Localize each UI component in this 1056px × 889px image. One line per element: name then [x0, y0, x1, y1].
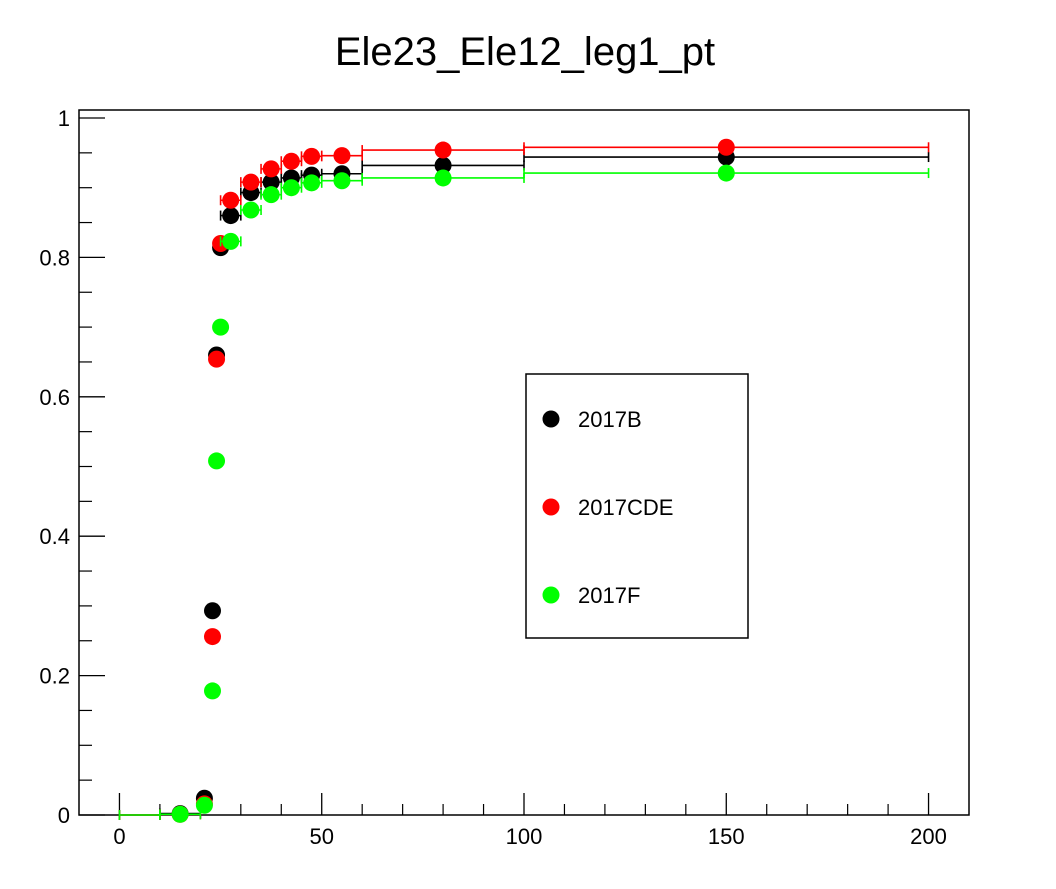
y-tick-label: 1 [58, 106, 70, 131]
x-axis: 0 50 100 150 200 [113, 793, 947, 849]
data-point [212, 318, 230, 336]
data-point [222, 191, 240, 209]
data-point [242, 173, 260, 191]
x-tick-label: 50 [309, 824, 333, 849]
data-point [242, 201, 260, 219]
legend: 2017B 2017CDE 2017F [525, 373, 749, 639]
data-point [303, 147, 321, 165]
data-point [282, 179, 300, 197]
y-axis: 0 0.2 0.4 0.6 0.8 1 [39, 106, 105, 828]
data-point [717, 164, 735, 182]
series-2017B [118, 148, 930, 823]
data-point [262, 186, 280, 204]
chart-title: Ele23_Ele12_leg1_pt [335, 30, 715, 74]
legend-item-2017B: 2017B [542, 407, 642, 432]
y-tick-label: 0.2 [39, 664, 70, 689]
data-point [204, 682, 221, 700]
x-tick-label: 200 [910, 824, 947, 849]
data-point [262, 160, 280, 178]
data-point [195, 796, 213, 814]
legend-label: 2017CDE [578, 495, 673, 520]
x-tick-label: 0 [113, 824, 125, 849]
legend-item-2017CDE: 2017CDE [542, 495, 673, 520]
y-tick-label: 0.4 [39, 524, 70, 549]
data-point [434, 141, 452, 159]
data-point [434, 169, 452, 187]
data-point [208, 452, 226, 470]
legend-label: 2017B [578, 407, 642, 432]
data-point [204, 602, 221, 620]
data-point [204, 628, 221, 646]
x-tick-label: 150 [708, 824, 745, 849]
legend-items: 2017B 2017CDE 2017F [542, 407, 673, 608]
legend-box [525, 373, 749, 639]
data-point [222, 232, 240, 250]
series-2017F [118, 164, 930, 823]
y-tick-label: 0.8 [39, 245, 70, 270]
legend-marker [542, 410, 560, 428]
series-layer [118, 138, 930, 823]
data-point [262, 173, 280, 191]
data-point [333, 147, 351, 165]
data-point [303, 174, 321, 192]
data-point [208, 350, 226, 368]
data-point [333, 172, 351, 190]
data-point [434, 156, 452, 174]
legend-item-2017F: 2017F [542, 583, 640, 608]
x-tick-label: 100 [506, 824, 543, 849]
y-tick-label: 0.6 [39, 385, 70, 410]
data-point [282, 152, 300, 170]
legend-label: 2017F [578, 583, 640, 608]
legend-marker [542, 586, 560, 604]
y-tick-label: 0 [58, 803, 70, 828]
data-point [717, 138, 735, 156]
legend-marker [542, 498, 560, 516]
data-point [171, 805, 189, 823]
data-point [222, 207, 240, 225]
